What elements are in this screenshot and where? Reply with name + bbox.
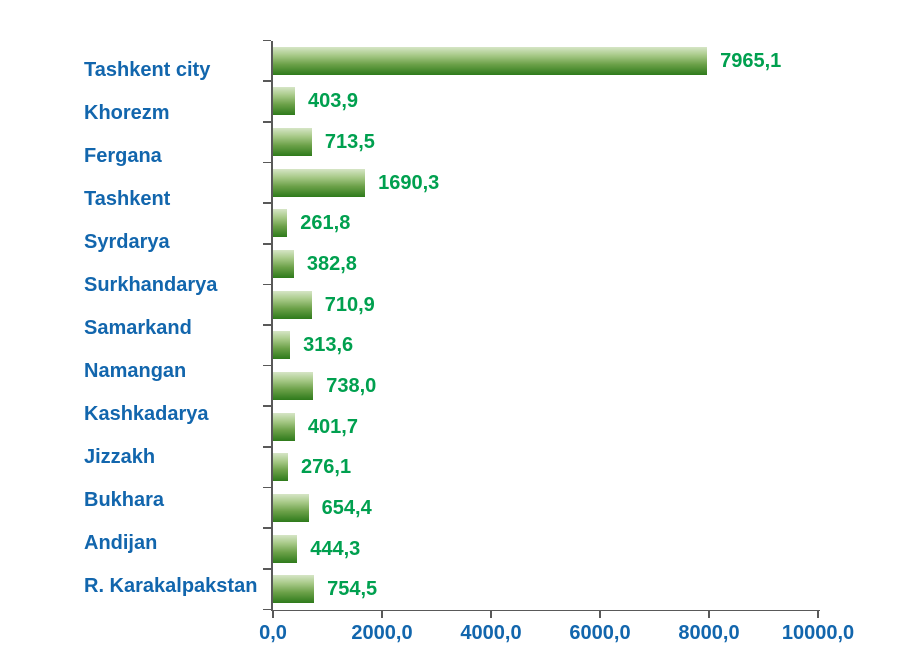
category-label: Syrdarya xyxy=(84,230,170,253)
x-axis-tick xyxy=(381,611,383,619)
bar-value-label: 7965,1 xyxy=(720,49,782,72)
bar-value-label: 403,9 xyxy=(308,90,359,113)
bar-value-label: 738,0 xyxy=(326,374,377,397)
bar xyxy=(273,371,314,400)
y-axis-tick xyxy=(263,568,271,570)
x-axis-tick xyxy=(708,611,710,619)
y-axis-tick xyxy=(263,446,271,448)
bar xyxy=(273,128,312,157)
bar xyxy=(273,290,312,319)
y-axis-tick xyxy=(263,242,271,245)
bar-value-label: 710,9 xyxy=(324,293,375,316)
category-label: Bukhara xyxy=(84,489,165,511)
category-label: Tashkent xyxy=(84,187,171,210)
bar-value-label: 1690,3 xyxy=(378,171,440,194)
y-axis-line xyxy=(271,40,273,612)
category-label: Jizzakh xyxy=(84,445,156,468)
category-label: Surkhandarya xyxy=(84,273,218,296)
bar xyxy=(273,331,291,360)
y-axis-tick xyxy=(263,283,271,286)
category-label: Khorezm xyxy=(84,101,170,124)
x-axis-tick-label: 4000,0 xyxy=(460,622,522,644)
y-axis-tick xyxy=(263,405,271,408)
y-axis-tick xyxy=(263,161,271,164)
bar xyxy=(273,575,315,604)
bar-value-label: 261,8 xyxy=(300,212,351,235)
x-axis-tick-label: 10000,0 xyxy=(781,622,855,644)
bar xyxy=(273,46,708,75)
y-axis-tick xyxy=(263,364,271,367)
bar xyxy=(273,87,295,116)
bar-value-label: 382,8 xyxy=(306,253,357,275)
y-axis-tick xyxy=(263,39,271,42)
bar xyxy=(273,250,294,278)
category-label: R. Karakalpakstan xyxy=(84,575,258,598)
x-axis-tick xyxy=(817,611,819,619)
category-label: Tashkent city xyxy=(84,58,211,81)
bar xyxy=(273,168,366,197)
category-label: Fergana xyxy=(84,144,162,167)
x-axis-tick xyxy=(490,611,492,619)
y-axis-tick xyxy=(263,202,271,204)
bar-value-label: 654,4 xyxy=(321,496,372,519)
x-axis-tick xyxy=(599,611,601,619)
bar xyxy=(273,412,295,441)
bar-value-label: 401,7 xyxy=(307,415,358,438)
bar-value-label: 754,5 xyxy=(327,578,378,601)
x-axis-tick-label: 8000,0 xyxy=(678,622,740,644)
x-axis-tick-label: 2000,0 xyxy=(351,622,413,644)
y-axis-tick xyxy=(263,120,271,123)
bar xyxy=(273,534,298,563)
bar-value-label: 713,5 xyxy=(324,131,375,154)
category-label: Namangan xyxy=(84,359,187,382)
bar xyxy=(273,493,309,522)
x-axis-tick-label: 0,0 xyxy=(259,622,287,644)
y-axis-tick xyxy=(263,527,271,529)
bar-value-label: 444,3 xyxy=(310,537,361,560)
bar-value-label: 276,1 xyxy=(301,456,352,479)
y-axis-tick xyxy=(263,80,271,82)
y-axis-tick xyxy=(263,324,271,326)
x-axis-tick-label: 6000,0 xyxy=(569,622,631,644)
category-label: Andijan xyxy=(84,532,158,555)
y-axis-tick xyxy=(263,486,271,489)
category-label: Samarkand xyxy=(84,316,192,339)
bar xyxy=(273,209,288,238)
bar xyxy=(273,453,289,482)
x-axis-tick xyxy=(272,611,274,619)
x-axis-line xyxy=(271,609,820,612)
y-axis-tick xyxy=(263,608,271,611)
bar-value-label: 313,6 xyxy=(303,334,354,357)
category-label: Kashkadarya xyxy=(84,402,209,425)
